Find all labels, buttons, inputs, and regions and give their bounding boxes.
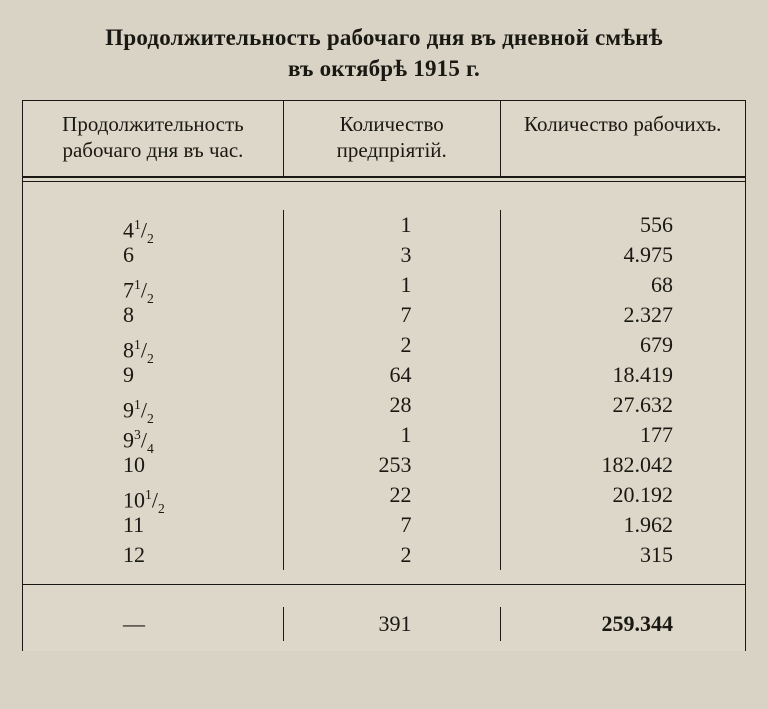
enterprises-cell: 7 — [284, 300, 500, 330]
workers-cell: 177 — [501, 420, 745, 450]
enterprises-cell: 64 — [284, 360, 500, 390]
table-col-hours: 41/2671/2881/2991/293/410101/21112 — [23, 210, 283, 570]
table-footer-row: — 391 259.344 — [23, 585, 745, 651]
hours-cell: 81/2 — [23, 330, 283, 360]
title-line-2: въ октябрѣ 1915 г. — [288, 56, 480, 81]
col-header-enterprises: Количество предпріятій. — [283, 101, 500, 176]
workers-cell: 182.042 — [501, 450, 745, 480]
enterprises-cell: 1 — [284, 420, 500, 450]
workers-cell: 679 — [501, 330, 745, 360]
hours-cell: 41/2 — [23, 210, 283, 240]
workers-cell: 68 — [501, 270, 745, 300]
workers-cell: 2.327 — [501, 300, 745, 330]
table-col-enterprises: 13172642812532272 — [283, 210, 500, 570]
total-enterprises: 391 — [284, 607, 500, 641]
workers-cell: 1.962 — [501, 510, 745, 540]
enterprises-cell: 2 — [284, 540, 500, 570]
total-enterprises-cell: 391 — [283, 607, 500, 641]
table-header-row: Продолжительность рабочаго дня въ час. К… — [23, 101, 745, 177]
total-workers: 259.344 — [501, 607, 745, 641]
total-hours: — — [23, 607, 283, 641]
workers-cell: 18.419 — [501, 360, 745, 390]
hours-cell: 11 — [23, 510, 283, 540]
workers-cell: 556 — [501, 210, 745, 240]
workers-cell: 315 — [501, 540, 745, 570]
enterprises-cell: 1 — [284, 270, 500, 300]
table-body: 41/2671/2881/2991/293/410101/21112 13172… — [23, 182, 745, 584]
enterprises-cell: 3 — [284, 240, 500, 270]
workers-cell: 4.975 — [501, 240, 745, 270]
page-title: Продолжительность рабочаго дня въ дневно… — [22, 22, 746, 84]
enterprises-cell: 2 — [284, 330, 500, 360]
enterprises-cell: 1 — [284, 210, 500, 240]
enterprises-cell: 28 — [284, 390, 500, 420]
hours-cell: 71/2 — [23, 270, 283, 300]
total-hours-cell: — — [23, 607, 283, 641]
enterprises-cell: 22 — [284, 480, 500, 510]
hours-cell: 101/2 — [23, 480, 283, 510]
enterprises-cell: 253 — [284, 450, 500, 480]
hours-cell: 91/2 — [23, 390, 283, 420]
col-header-workers: Количество рабочихъ. — [500, 101, 745, 176]
title-line-1: Продолжительность рабочаго дня въ дневно… — [105, 25, 662, 50]
working-hours-table: Продолжительность рабочаго дня въ час. К… — [22, 100, 746, 651]
total-workers-cell: 259.344 — [500, 607, 745, 641]
workers-cell: 27.632 — [501, 390, 745, 420]
table-col-workers: 5564.975682.32767918.41927.632177182.042… — [500, 210, 745, 570]
hours-cell: 12 — [23, 540, 283, 570]
workers-cell: 20.192 — [501, 480, 745, 510]
enterprises-cell: 7 — [284, 510, 500, 540]
col-header-hours: Продолжительность рабочаго дня въ час. — [23, 101, 283, 176]
